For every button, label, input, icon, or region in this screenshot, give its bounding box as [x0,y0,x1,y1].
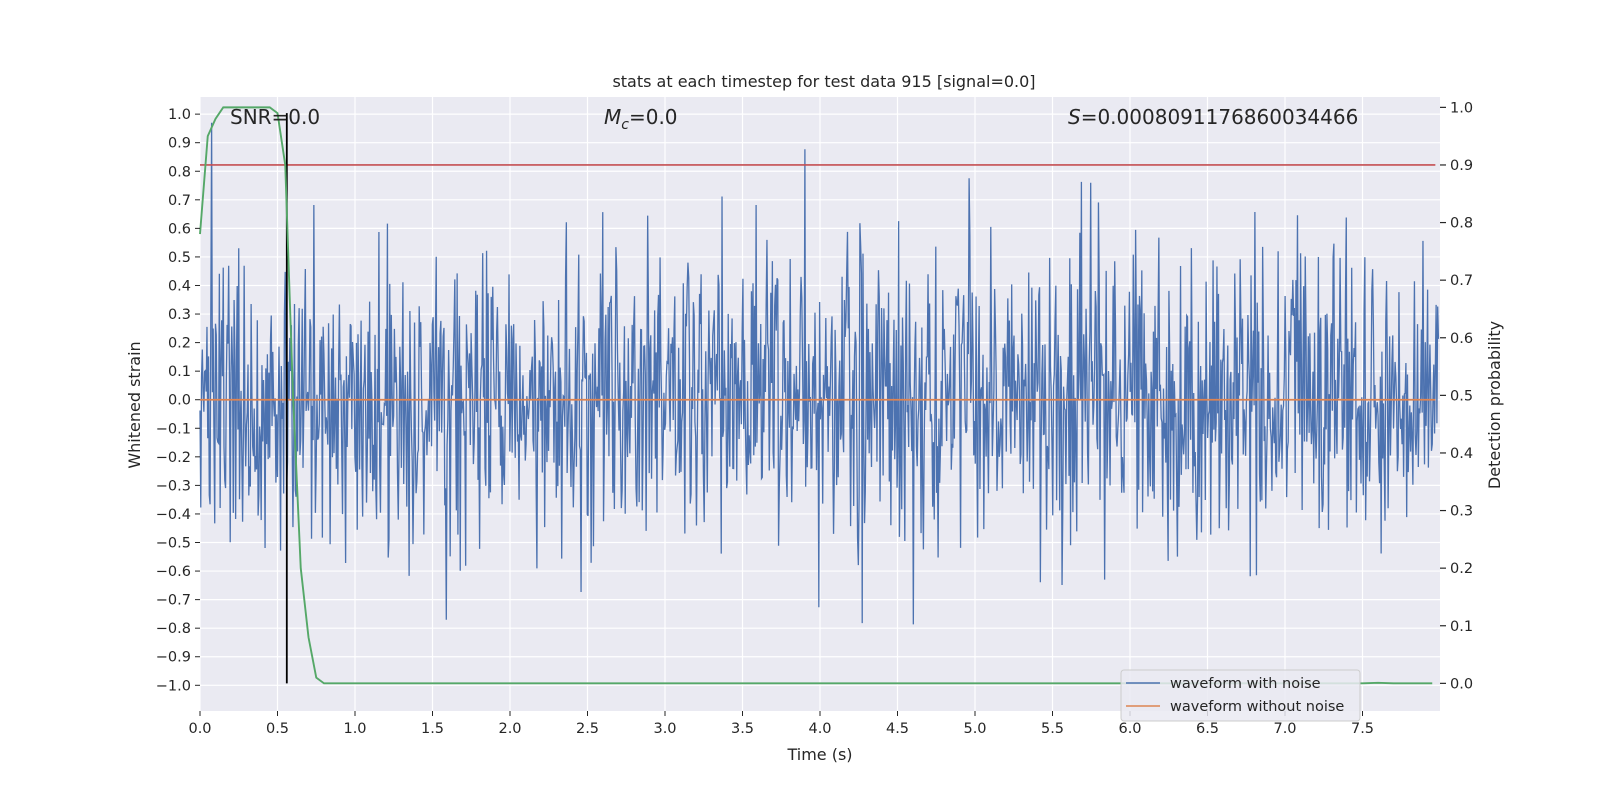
s-value: =0.0008091176860034466 [1081,105,1359,129]
s-symbol: S [1068,105,1081,129]
x-tick-label: 1.5 [421,721,444,737]
x-tick-label: 4.0 [808,721,831,737]
axes: 0.0 0.5 1.0 1.5 2.0 2.5 3.0 3.5 4.0 4.5 5.0 5.5 6.0 6… [156,100,1473,737]
plot-area [199,97,1440,711]
y-tick-label-left: −0.1 [156,421,191,437]
y-tick-label-left: 0.3 [168,307,191,323]
x-tick-label: 3.0 [653,721,676,737]
x-tick-label: 6.5 [1196,721,1219,737]
y-tick-label-left: −0.7 [156,593,191,609]
chirp-mass-subscript: c [621,117,629,133]
series-waveform-with-noise [199,122,1440,625]
y-tick-label-right: 0.1 [1450,619,1473,635]
x-tick-label: 0.5 [266,721,289,737]
y-tick-label-left: −0.4 [156,507,191,523]
y-tick-label-right: 0.7 [1450,273,1473,289]
x-tick-label: 6.0 [1118,721,1141,737]
y-tick-label-left: 0.9 [168,136,191,152]
y-tick-label-left: 0.4 [168,278,191,294]
snr-annotation: SNR=0.0 [230,105,320,129]
x-axis-title: Time (s) [786,745,852,764]
y-tick-label-left: −0.6 [156,564,191,580]
x-tick-label: 5.0 [963,721,986,737]
y-tick-label-right: 0.4 [1450,446,1473,462]
chirp-mass-symbol: M [604,105,621,129]
y-tick-label-left: 0.0 [168,393,191,409]
y-tick-label-left: −0.3 [156,478,191,494]
x-tick-label: 4.5 [886,721,909,737]
x-tick-label: 2.5 [576,721,599,737]
x-tick-label: 0.0 [188,721,211,737]
y-tick-label-left: −0.2 [156,450,191,466]
chirp-mass-value: =0.0 [629,105,678,129]
y-tick-label-left: 0.8 [168,164,191,180]
y-tick-label-left: 0.7 [168,193,191,209]
legend-label-noisy: waveform with noise [1170,676,1321,692]
x-tick-label: 5.5 [1041,721,1064,737]
y-tick-label-right: 0.8 [1450,216,1473,232]
y-tick-label-left: −0.5 [156,536,191,552]
y-axis-title-right: Detection probability [1485,321,1504,489]
y-tick-label-right: 0.2 [1450,561,1473,577]
y-tick-label-right: 1.0 [1450,100,1473,116]
y-tick-label-right: 0.9 [1450,158,1473,174]
y-tick-label-left: −0.9 [156,650,191,666]
y-tick-label-right: 0.0 [1450,676,1473,692]
y-tick-label-left: 0.2 [168,336,191,352]
legend: waveform with noise waveform without noi… [1120,669,1361,722]
y-tick-label-left: 0.6 [168,221,191,237]
x-tick-label: 1.0 [343,721,366,737]
legend-box [1120,669,1361,722]
chirp-mass-annotation: Mc=0.0 [604,105,678,133]
y-tick-label-right: 0.3 [1450,504,1473,520]
x-tick-label: 7.0 [1273,721,1296,737]
legend-label-clean: waveform without noise [1170,699,1344,715]
x-tick-label: 7.5 [1351,721,1374,737]
y-tick-label-left: −0.8 [156,621,191,637]
y-tick-label-right: 0.6 [1450,331,1473,347]
s-annotation: S=0.0008091176860034466 [1068,105,1358,129]
chart-title: stats at each timestep for test data 915… [612,72,1035,91]
y-tick-label-left: −1.0 [156,678,191,694]
x-tick-label: 2.0 [498,721,521,737]
y-tick-label-left: 0.5 [168,250,191,266]
y-tick-label-right: 0.5 [1450,388,1473,404]
y-tick-label-left: 0.1 [168,364,191,380]
x-tick-label: 3.5 [731,721,754,737]
y-axis-title-left: Whitened strain [125,341,144,468]
y-tick-label-left: 1.0 [168,107,191,123]
